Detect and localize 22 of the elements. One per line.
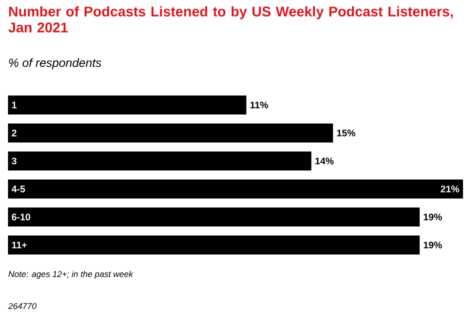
data-label: 21% (440, 186, 460, 192)
chart-title: Number of Podcasts Listened to by US Weekly Podcast Listeners, Jan 2021 (8, 6, 453, 32)
data-label: 14% (315, 158, 334, 164)
data-label: 15% (337, 130, 356, 136)
bar (8, 180, 464, 198)
data-label: 11% (250, 102, 268, 108)
bar (8, 152, 312, 170)
bar (8, 208, 420, 226)
bar (8, 96, 246, 114)
y-tick-label: 6-10 (12, 214, 30, 220)
bar (8, 124, 334, 142)
data-label: 19% (424, 242, 442, 248)
y-tick-label: 1 (12, 102, 17, 108)
y-tick-label: 2 (12, 130, 16, 136)
y-tick-label: 3 (12, 158, 16, 164)
text: 264770 (8, 303, 36, 310)
data-label: 19% (424, 214, 442, 220)
y-tick-label: 11+ (12, 242, 27, 248)
text: Note: ages 12+; in the past week (8, 270, 134, 279)
chart-subtitle: % of respondents (9, 58, 102, 70)
bar (8, 236, 420, 254)
y-tick-label: 4-5 (12, 186, 25, 192)
